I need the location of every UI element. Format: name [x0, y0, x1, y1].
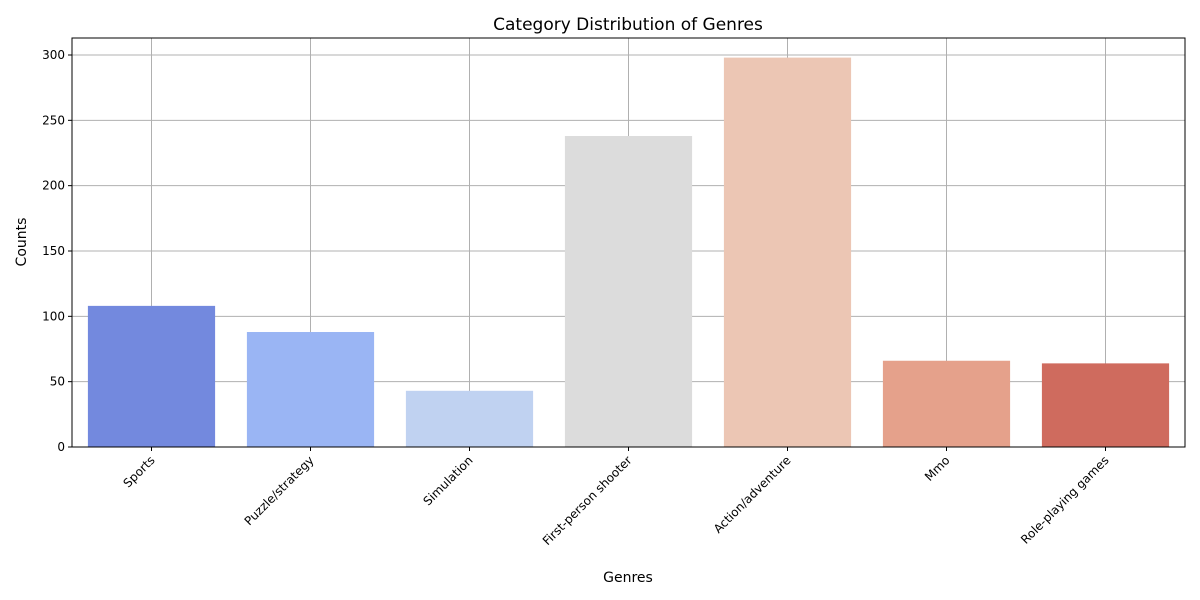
- bars: [87, 57, 1170, 448]
- y-tick-label: 300: [42, 48, 65, 62]
- bar: [882, 360, 1011, 447]
- chart-title: Category Distribution of Genres: [493, 15, 763, 35]
- y-tick-label: 200: [42, 179, 65, 193]
- bar: [246, 332, 375, 447]
- y-tick-label: 0: [57, 440, 65, 454]
- bar: [723, 57, 852, 447]
- x-axis-label: Genres: [603, 570, 653, 586]
- bar: [87, 305, 216, 447]
- bar: [405, 390, 534, 447]
- plot-frame: [71, 37, 1186, 448]
- y-tick-label: 150: [42, 244, 65, 258]
- y-tick-label: 50: [50, 375, 65, 389]
- y-tick-label: 100: [42, 309, 65, 323]
- y-axis-ticks: 0 50 100 150 200 250 300: [42, 48, 72, 454]
- bar: [1041, 363, 1170, 447]
- y-tick-label: 250: [42, 113, 65, 127]
- bar: [564, 136, 693, 448]
- y-axis-label: Counts: [14, 218, 30, 267]
